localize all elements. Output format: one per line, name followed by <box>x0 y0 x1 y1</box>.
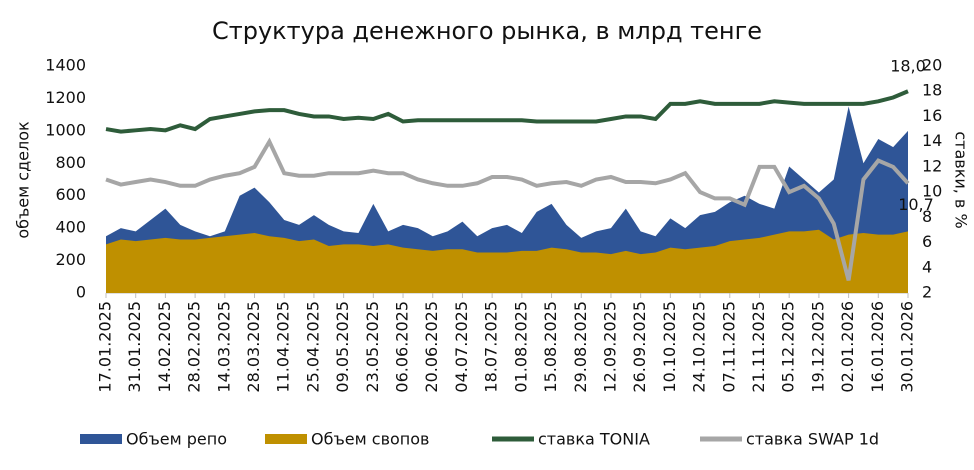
x-tick-label: 24.10.2025 <box>690 301 709 393</box>
y2-tick-label: 6 <box>922 232 932 251</box>
legend-label: Объем свопов <box>311 430 429 449</box>
x-tick-label: 20.06.2025 <box>422 301 441 393</box>
y2-tick-label: 2 <box>922 283 932 302</box>
y2-tick-label: 8 <box>922 207 932 226</box>
x-tick-label: 09.05.2025 <box>333 301 352 393</box>
line <box>105 137 910 281</box>
x-tick-label: 31.01.2025 <box>125 301 144 393</box>
y2-tick-label: 18 <box>922 81 942 100</box>
y-tick-label: 1200 <box>45 88 86 107</box>
y-tick-label: 800 <box>55 153 86 172</box>
x-tick-label: 04.07.2025 <box>452 301 471 393</box>
x-tick-label: 14.02.2025 <box>155 301 174 393</box>
legend-label: Объем репо <box>126 430 227 449</box>
y-tick-label: 1000 <box>45 120 86 139</box>
y-tick-label: 1400 <box>45 56 86 75</box>
y-tick-label: 600 <box>55 185 86 204</box>
x-tick-label: 01.08.2025 <box>511 301 530 393</box>
legend-label: ставка SWAP 1d <box>746 430 879 449</box>
x-tick-label: 11.04.2025 <box>274 301 293 393</box>
value-label: 18,0 <box>890 57 926 76</box>
x-tick-label: 26.09.2025 <box>630 301 649 393</box>
y2-tick-label: 10 <box>922 182 942 201</box>
y-axis-title: объем сделок <box>14 121 33 239</box>
x-tick-label: 28.02.2025 <box>185 301 204 393</box>
x-tick-label: 06.06.2025 <box>393 301 412 393</box>
x-tick-label: 25.04.2025 <box>303 301 322 393</box>
y-tick-label: 200 <box>55 250 86 269</box>
y2-tick-label: 12 <box>922 156 942 175</box>
y2-axis-title: ставки, в % <box>952 131 971 228</box>
y-tick-label: 400 <box>55 218 86 237</box>
x-tick-label: 30.01.2026 <box>898 301 917 393</box>
x-tick-label: 28.03.2025 <box>244 301 263 393</box>
x-tick-label: 07.11.2025 <box>719 301 738 393</box>
line <box>105 89 909 134</box>
x-tick-label: 19.12.2025 <box>808 301 827 393</box>
y2-tick-label: 20 <box>922 56 942 75</box>
x-tick-label: 02.01.2026 <box>838 301 857 393</box>
x-tick-label: 18.07.2025 <box>482 301 501 393</box>
x-tick-label: 05.12.2025 <box>779 301 798 393</box>
chart-title: Структура денежного рынка, в млрд тенге <box>212 17 762 45</box>
x-tick-label: 12.09.2025 <box>600 301 619 393</box>
y2-tick-label: 16 <box>922 106 942 125</box>
legend-label: ставка TONIA <box>538 430 650 449</box>
legend-swatch <box>265 434 307 444</box>
y-tick-label: 0 <box>76 283 86 302</box>
x-tick-label: 15.08.2025 <box>541 301 560 393</box>
value-label: 10,7 <box>898 195 934 214</box>
x-tick-label: 10.10.2025 <box>660 301 679 393</box>
x-tick-label: 14.03.2025 <box>214 301 233 393</box>
x-tick-label: 23.05.2025 <box>363 301 382 393</box>
x-tick-label: 17.01.2025 <box>96 301 115 393</box>
legend-swatch <box>80 434 122 444</box>
y2-tick-label: 14 <box>922 131 942 150</box>
x-tick-label: 16.01.2026 <box>868 301 887 393</box>
x-tick-label: 21.11.2025 <box>749 301 768 393</box>
x-tick-label: 29.08.2025 <box>571 301 590 393</box>
area <box>106 229 908 293</box>
y2-tick-label: 4 <box>922 257 932 276</box>
